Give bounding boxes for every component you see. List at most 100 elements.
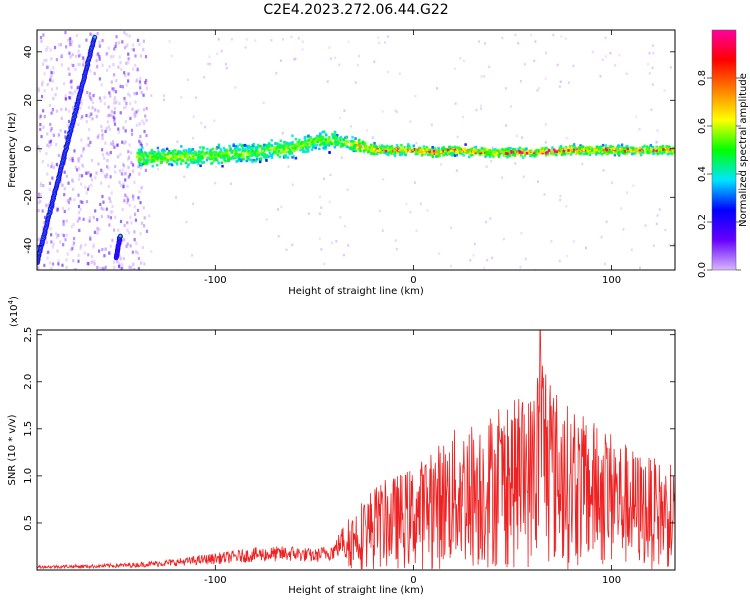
spectral-cell	[370, 152, 373, 155]
spectral-cell	[100, 214, 103, 219]
spectral-cell	[368, 146, 372, 150]
spectral-cell	[333, 134, 337, 138]
spectral-cell	[158, 156, 162, 159]
spectral-cell	[530, 33, 533, 37]
snr-marks	[37, 330, 675, 570]
spectral-cell	[507, 147, 510, 150]
spectral-cell	[288, 148, 292, 152]
spectral-cell	[109, 210, 112, 214]
spectral-cell	[310, 144, 313, 147]
spectral-cell	[505, 147, 509, 151]
spectral-cell	[134, 63, 137, 68]
spectral-cell	[445, 153, 449, 156]
spectral-cell	[71, 53, 74, 57]
spectral-cell	[420, 150, 424, 154]
spectral-cell	[580, 146, 583, 149]
spectral-cell	[64, 135, 67, 139]
spectral-cell	[625, 72, 628, 75]
spectral-cell	[617, 152, 620, 156]
spectral-cell	[106, 158, 109, 163]
spectral-cell	[621, 151, 625, 154]
spectral-cell	[510, 153, 513, 157]
spectral-cell	[156, 168, 159, 171]
spectral-cell	[378, 41, 381, 45]
spectral-cell	[309, 136, 312, 139]
spectral-cell	[96, 218, 99, 222]
spectral-cell	[205, 156, 208, 160]
spectral-cell	[194, 160, 198, 164]
spectral-cell	[557, 151, 560, 154]
spectral-cell	[462, 154, 465, 157]
spectral-cell	[500, 150, 504, 154]
spectral-cell	[276, 142, 280, 146]
spectral-cell	[242, 149, 245, 152]
spectral-cell	[113, 47, 116, 51]
spectral-cell	[478, 153, 482, 156]
spectral-cell	[381, 147, 385, 150]
x-tick-label: 0	[410, 575, 416, 586]
spectral-cell	[41, 80, 44, 84]
spectral-cell	[219, 147, 222, 151]
spectral-cell	[351, 139, 354, 143]
spectral-cell	[208, 55, 211, 58]
spectral-cell	[164, 156, 167, 160]
spectral-cell	[378, 143, 381, 147]
spectral-cell	[76, 219, 79, 223]
spectral-cell	[120, 172, 123, 176]
spectral-cell	[278, 145, 282, 149]
spectral-cell	[99, 99, 103, 103]
spectral-cell	[670, 149, 673, 152]
spectral-cell	[337, 141, 340, 145]
spectral-cell	[562, 149, 565, 153]
spectral-cell	[230, 151, 233, 154]
spectral-cell	[51, 109, 55, 113]
spectral-cell	[74, 67, 77, 72]
spectral-cell	[101, 133, 104, 137]
spectral-cell	[455, 153, 459, 157]
spectral-cell	[215, 154, 219, 158]
spectral-cell	[163, 94, 166, 97]
spectral-cell	[269, 147, 272, 151]
spectral-cell	[565, 149, 569, 152]
spectral-cell	[342, 138, 345, 141]
spectral-cell	[263, 143, 266, 147]
spectral-cell	[50, 240, 53, 244]
spectral-cell	[210, 162, 213, 165]
spectral-cell	[125, 61, 128, 65]
spectral-cell	[376, 149, 379, 152]
spectral-cell	[661, 152, 664, 155]
spectral-cell	[193, 161, 196, 164]
spectral-cell	[84, 243, 87, 247]
spectral-cell	[208, 150, 211, 153]
spectral-cell	[232, 144, 235, 147]
spectral-cell	[594, 149, 598, 152]
spectral-cell	[39, 199, 42, 203]
spectral-cell	[518, 151, 522, 154]
spectral-cell	[224, 159, 227, 163]
spectral-cell	[146, 155, 150, 158]
spectral-cell	[94, 209, 97, 213]
spectral-cell	[115, 41, 118, 46]
spectral-cell	[82, 59, 85, 63]
spectral-cell	[323, 130, 326, 134]
colorbar: 0.00.20.40.60.8 Normalized spectral ampl…	[697, 29, 749, 278]
spectral-cell	[490, 151, 494, 155]
spectral-cell	[208, 152, 211, 155]
spectral-cell	[656, 129, 659, 132]
spectral-cell	[60, 116, 63, 121]
spectral-cell	[197, 156, 201, 159]
spectral-cell	[251, 160, 254, 164]
spectral-cell	[121, 85, 124, 89]
spectral-cell	[39, 183, 43, 188]
spectral-cell	[37, 146, 40, 150]
spectral-cell	[50, 57, 53, 61]
spectral-cell	[67, 207, 70, 211]
spectral-cell	[613, 153, 617, 157]
spectral-cell	[335, 240, 338, 243]
spectral-cell	[138, 172, 141, 176]
spectral-cell	[81, 149, 85, 153]
spectral-cell	[540, 147, 544, 151]
spectral-cell	[150, 94, 153, 97]
spectral-cell	[440, 150, 443, 154]
spectral-cell	[57, 262, 60, 266]
